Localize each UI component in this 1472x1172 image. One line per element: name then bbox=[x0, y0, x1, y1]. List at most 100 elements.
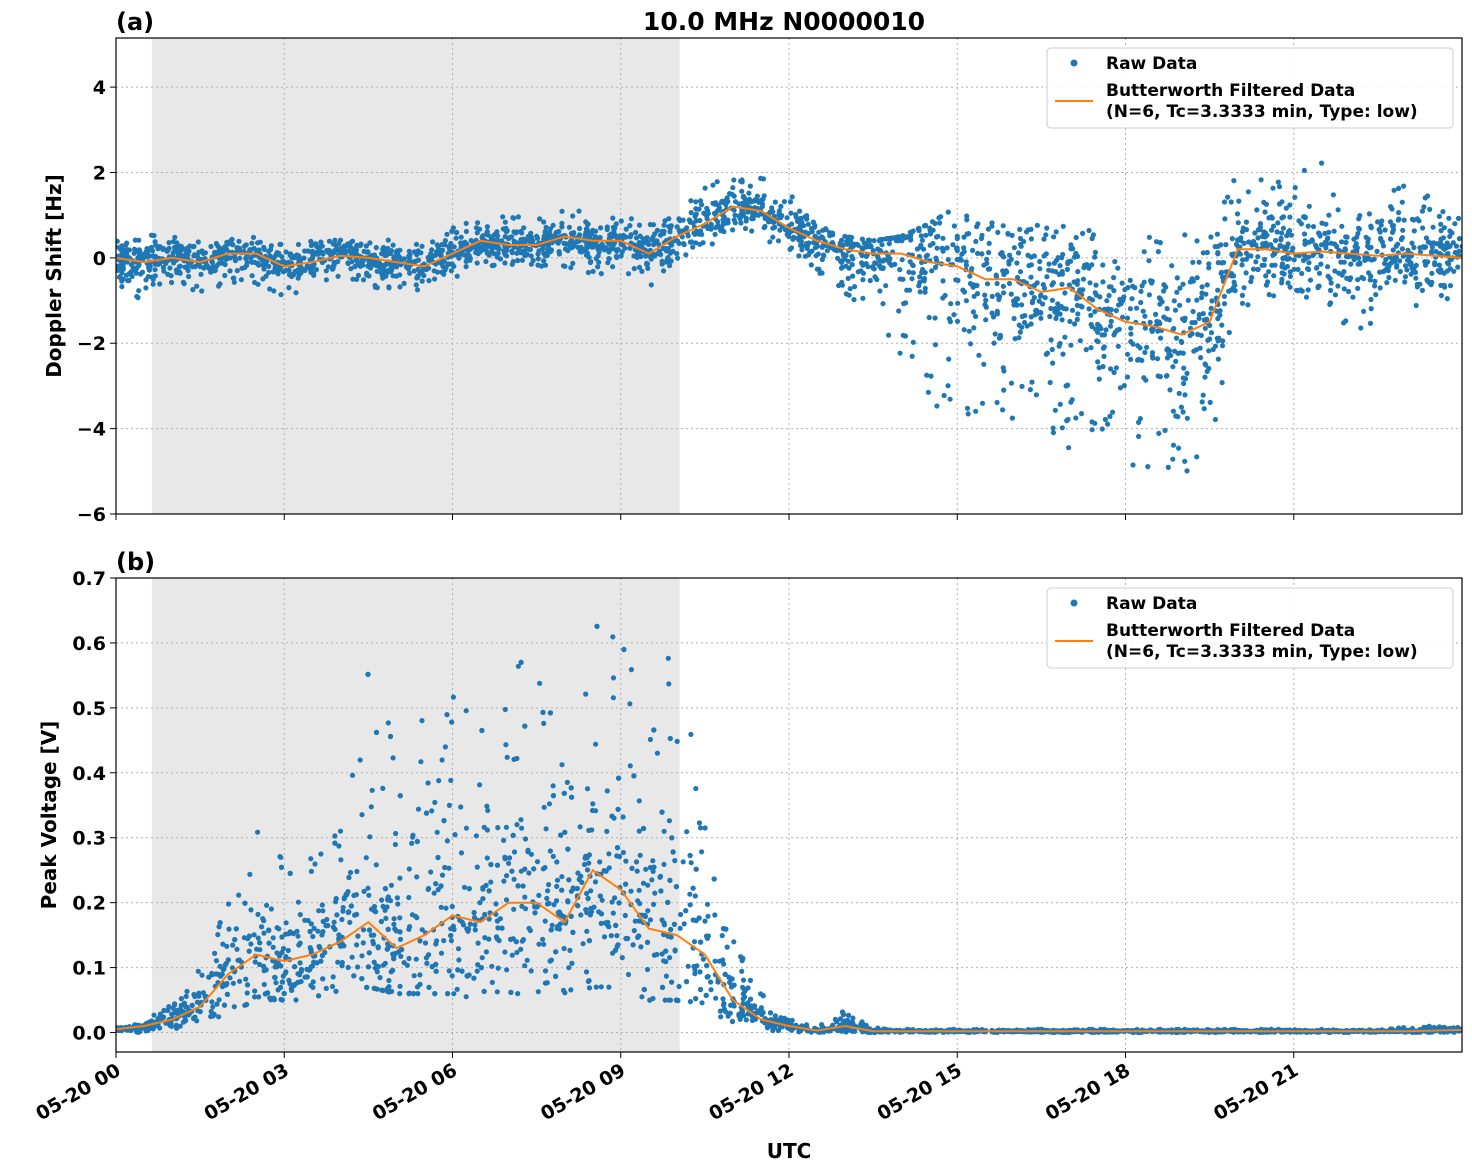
raw-data-point bbox=[934, 403, 940, 409]
raw-data-point bbox=[484, 224, 490, 230]
raw-data-point bbox=[282, 268, 288, 274]
raw-data-point bbox=[230, 942, 236, 948]
raw-data-point bbox=[493, 934, 500, 940]
raw-data-point bbox=[1239, 300, 1246, 306]
raw-data-point bbox=[1011, 315, 1017, 322]
raw-data-point bbox=[320, 908, 326, 914]
raw-data-point bbox=[1017, 226, 1023, 232]
raw-data-point bbox=[1075, 269, 1081, 275]
raw-data-point bbox=[1028, 314, 1034, 320]
raw-data-point bbox=[909, 276, 915, 282]
raw-data-point bbox=[567, 947, 573, 954]
raw-data-point bbox=[1336, 270, 1342, 276]
raw-data-point bbox=[160, 264, 166, 271]
raw-data-point bbox=[667, 249, 673, 255]
raw-data-point bbox=[590, 268, 596, 274]
raw-data-point bbox=[1446, 261, 1452, 267]
raw-data-point bbox=[604, 788, 610, 794]
raw-data-point bbox=[419, 278, 425, 284]
raw-data-point bbox=[924, 372, 930, 378]
raw-data-point bbox=[1428, 249, 1435, 255]
raw-data-point bbox=[1313, 242, 1319, 248]
raw-data-point bbox=[397, 936, 404, 943]
raw-data-point bbox=[639, 268, 645, 274]
raw-data-point bbox=[700, 240, 706, 246]
raw-data-point bbox=[1269, 262, 1275, 268]
raw-data-point bbox=[357, 243, 363, 249]
raw-data-point bbox=[308, 964, 314, 970]
raw-data-point bbox=[1306, 239, 1312, 245]
raw-data-point bbox=[1064, 266, 1070, 272]
raw-data-point bbox=[375, 259, 381, 265]
raw-data-point bbox=[199, 288, 205, 294]
raw-data-point bbox=[932, 220, 938, 227]
raw-data-point bbox=[1425, 259, 1431, 265]
raw-data-point bbox=[1353, 241, 1359, 247]
raw-data-point bbox=[1170, 364, 1176, 370]
raw-data-point bbox=[799, 247, 805, 253]
raw-data-point bbox=[581, 861, 588, 868]
raw-data-point bbox=[244, 990, 250, 996]
raw-data-point bbox=[250, 234, 257, 240]
raw-data-point bbox=[1399, 246, 1405, 252]
raw-data-point bbox=[1178, 404, 1184, 410]
raw-data-point bbox=[118, 244, 124, 250]
raw-data-point bbox=[377, 975, 383, 981]
raw-data-point bbox=[871, 238, 877, 244]
raw-data-point bbox=[699, 849, 705, 855]
raw-data-point bbox=[1107, 413, 1113, 419]
raw-data-point bbox=[1324, 236, 1330, 242]
raw-data-point bbox=[174, 270, 180, 276]
raw-data-point bbox=[667, 263, 673, 269]
raw-data-point bbox=[787, 229, 793, 235]
raw-data-point bbox=[779, 213, 785, 219]
raw-data-point bbox=[146, 267, 152, 273]
raw-data-point bbox=[439, 241, 445, 248]
raw-data-point bbox=[441, 271, 447, 277]
raw-data-point bbox=[1219, 269, 1225, 275]
raw-data-point bbox=[1113, 308, 1119, 314]
raw-data-point bbox=[963, 262, 970, 268]
raw-data-point bbox=[970, 247, 976, 253]
raw-data-point bbox=[409, 840, 415, 846]
raw-data-point bbox=[1190, 259, 1196, 265]
raw-data-point bbox=[1344, 234, 1350, 240]
raw-data-point bbox=[1250, 241, 1257, 247]
raw-data-point bbox=[1279, 276, 1285, 282]
raw-data-point bbox=[319, 243, 325, 249]
raw-data-point bbox=[559, 224, 565, 230]
raw-data-point bbox=[1093, 326, 1099, 332]
raw-data-point bbox=[1201, 406, 1207, 412]
raw-data-point bbox=[167, 265, 173, 271]
raw-data-point bbox=[918, 233, 924, 239]
raw-data-point bbox=[243, 255, 249, 261]
raw-data-point bbox=[1212, 343, 1218, 349]
raw-data-point bbox=[296, 267, 303, 273]
raw-data-point bbox=[719, 198, 725, 204]
raw-data-point bbox=[684, 829, 690, 835]
raw-data-point bbox=[543, 224, 549, 230]
raw-data-point bbox=[411, 268, 417, 274]
raw-data-point bbox=[242, 264, 248, 271]
raw-data-point bbox=[151, 1012, 157, 1018]
raw-data-point bbox=[1198, 295, 1205, 301]
raw-data-point bbox=[255, 935, 261, 941]
raw-data-point bbox=[1294, 287, 1300, 293]
raw-data-point bbox=[649, 237, 655, 243]
raw-data-point bbox=[860, 295, 866, 301]
raw-data-point bbox=[983, 304, 989, 310]
raw-data-point bbox=[1225, 194, 1231, 200]
raw-data-point bbox=[456, 957, 462, 963]
raw-data-point bbox=[1405, 247, 1411, 253]
raw-data-point bbox=[494, 229, 500, 235]
raw-data-point bbox=[1395, 241, 1401, 247]
raw-data-point bbox=[731, 177, 737, 183]
raw-data-point bbox=[1171, 325, 1177, 332]
raw-data-point bbox=[1291, 266, 1297, 272]
raw-data-point bbox=[502, 219, 508, 225]
raw-data-point bbox=[824, 248, 830, 254]
raw-data-point bbox=[1292, 185, 1298, 191]
raw-data-point bbox=[519, 825, 525, 831]
raw-data-point bbox=[1255, 254, 1261, 260]
raw-data-point bbox=[1241, 285, 1247, 291]
